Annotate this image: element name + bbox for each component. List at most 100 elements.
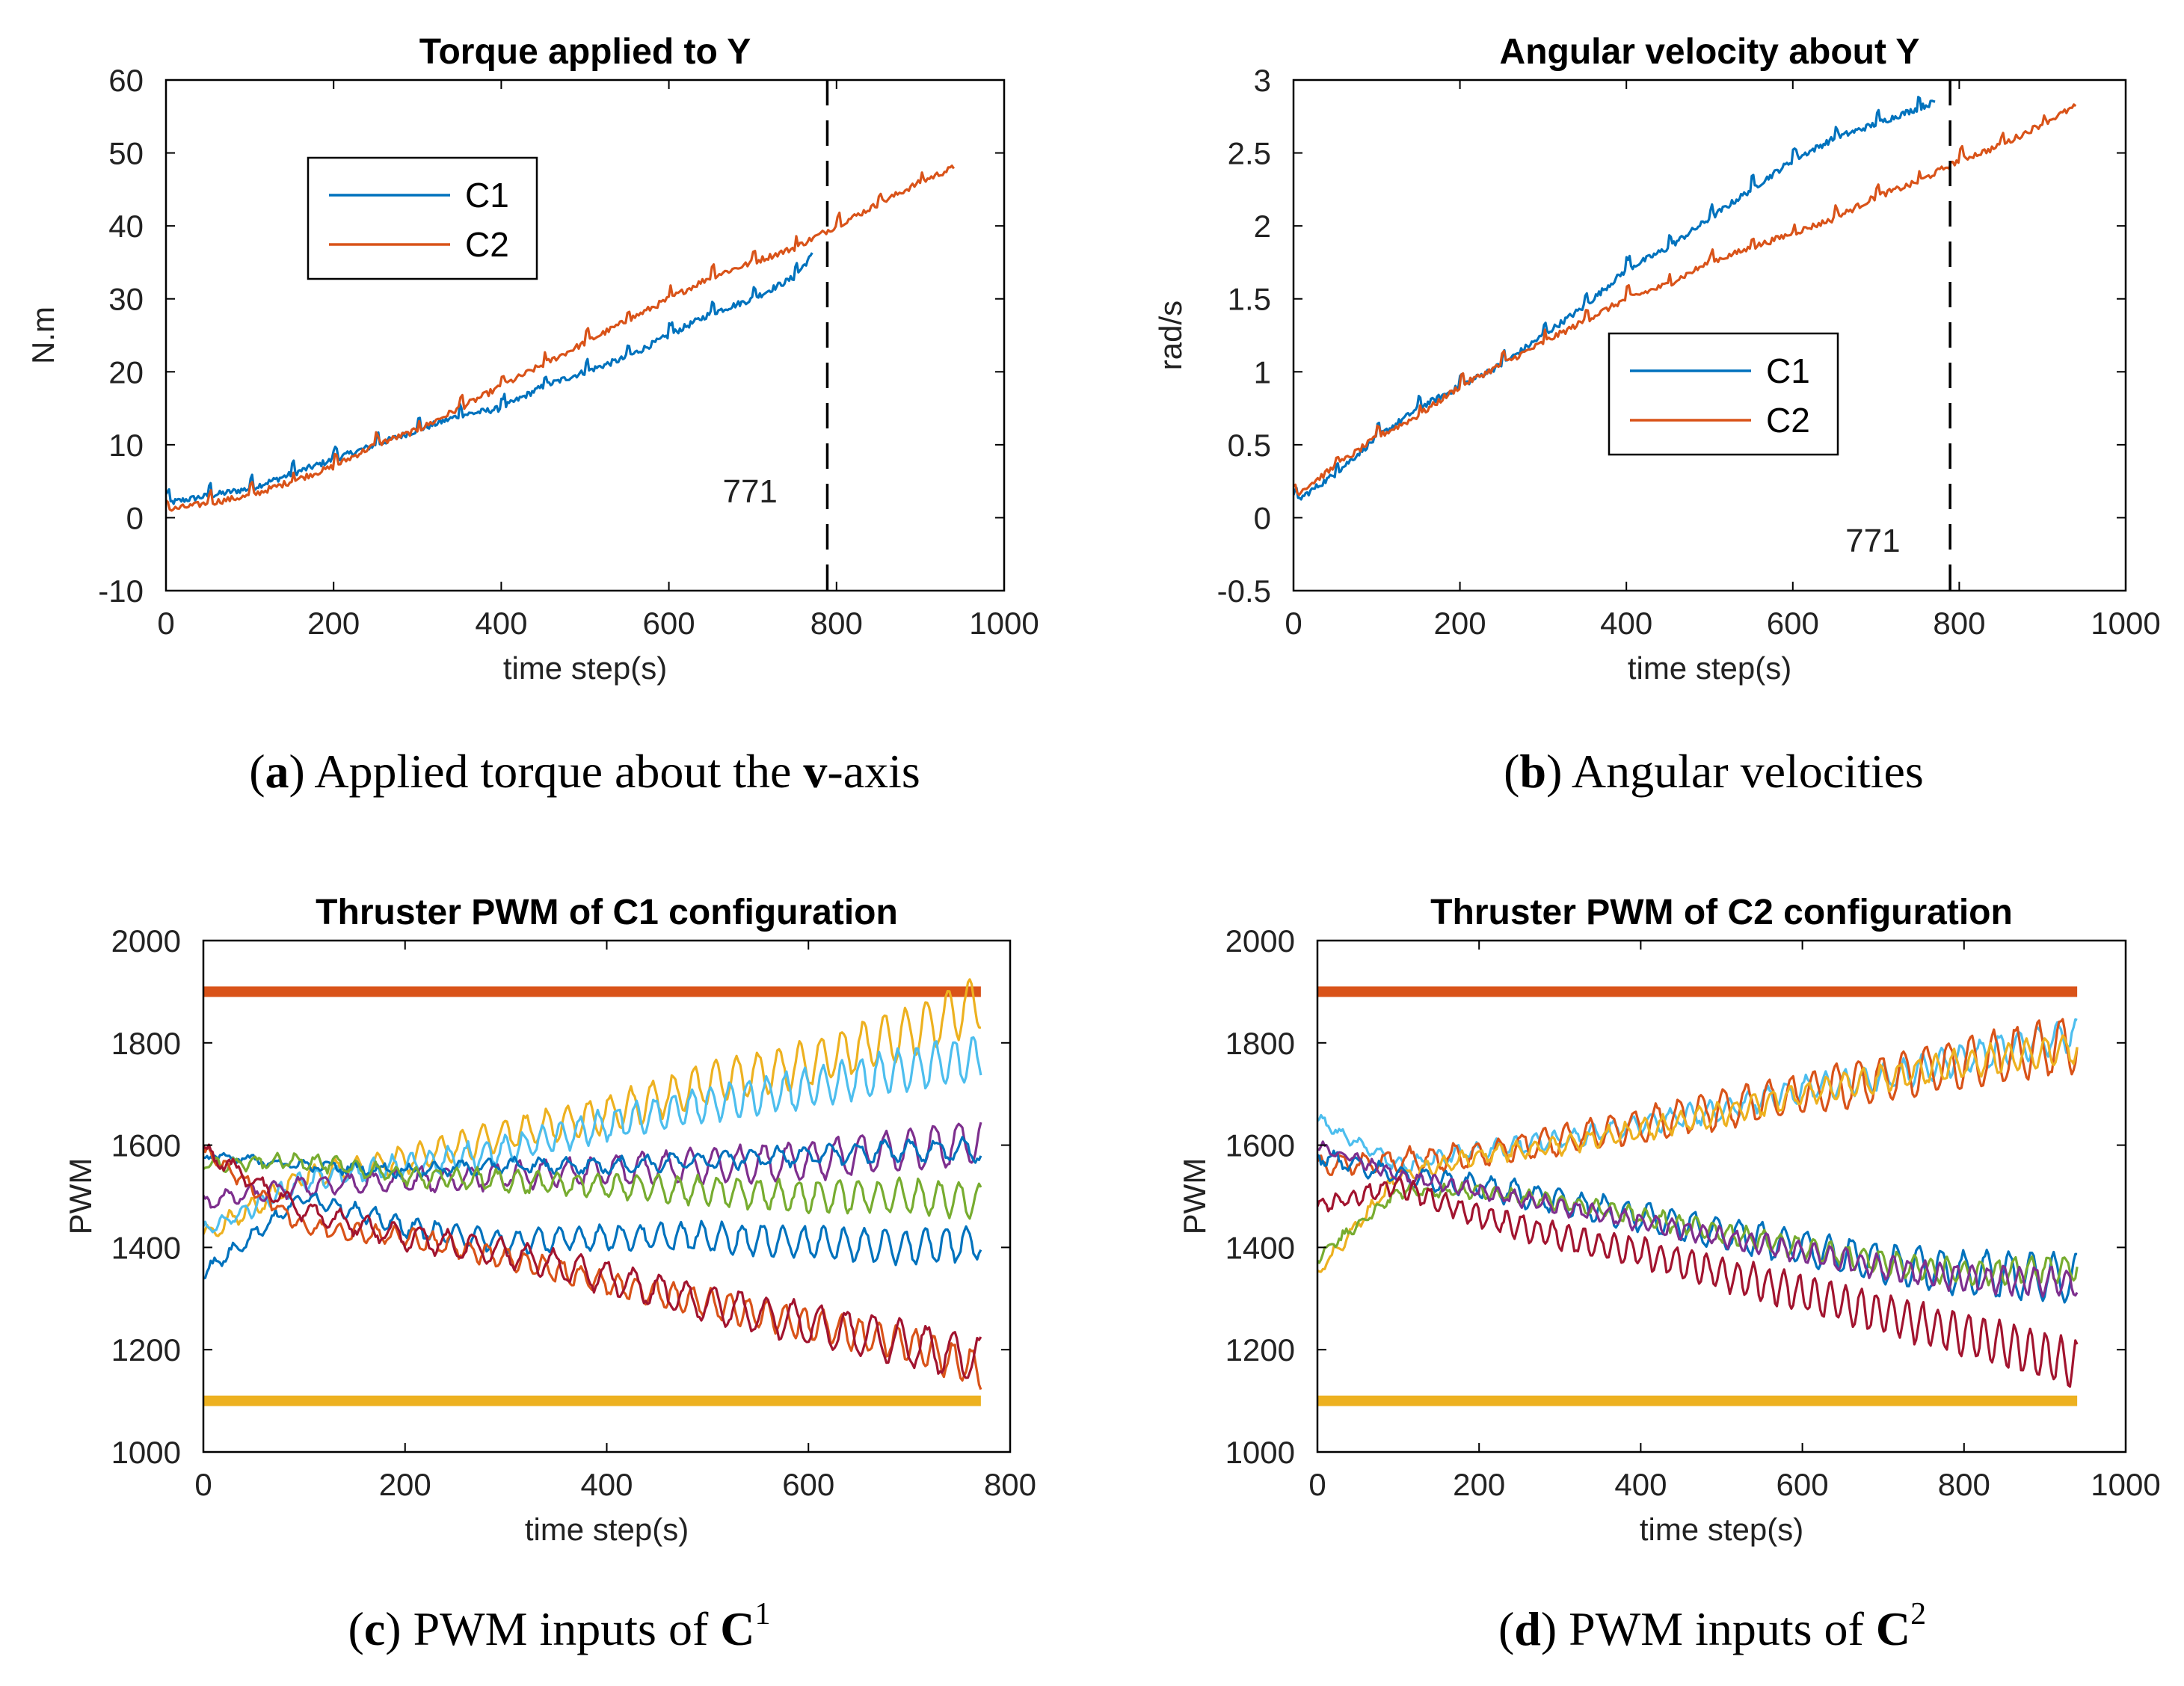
legend-box [1608,332,1839,456]
caption-text: Applied torque about the [305,745,804,798]
y-tick-label: 2000 [111,923,181,959]
chart-title: Torque applied to Y [419,32,751,72]
caption-close-paren: ) [289,745,305,798]
x-tick-label: 600 [643,606,695,641]
x-tick-label: 200 [1434,606,1486,641]
y-tick-label: 1 [1254,354,1271,390]
x-tick-label: 200 [307,606,360,641]
caption-letter: c [364,1602,385,1655]
caption-d: (d) PWM inputs of C2 [1498,1597,1926,1655]
y-tick-label: -0.5 [1217,573,1271,609]
y-tick-label: 2.5 [1228,136,1271,171]
series-line-C1 [1294,96,1936,501]
legend-box [307,156,538,280]
legend-label-C2: C2 [1766,401,1810,440]
series-line-C2 [166,164,956,512]
plot-area [1317,986,2079,1406]
x-tick-label: 1000 [969,606,1039,641]
caption-bold: v [803,745,827,798]
caption-text-after: -axis [827,745,920,798]
caption-close-paren: ) [385,1602,401,1655]
caption-letter: b [1519,745,1546,798]
y-tick-label: 0.5 [1228,428,1271,463]
chart-title: Thruster PWM of C1 configuration [316,893,898,932]
y-tick-label: 1600 [1225,1128,1295,1163]
y-tick-label: 40 [108,209,144,244]
caption-open-paren: ( [1498,1602,1514,1655]
x-tick-label: 200 [379,1467,431,1502]
x-tick-label: 800 [1938,1467,1990,1502]
y-tick-label: 1000 [111,1435,181,1470]
caption-letter: a [265,745,289,798]
caption-text: PWM inputs of [1557,1602,1876,1655]
x-axis-label: time step(s) [525,1512,689,1547]
y-tick-label: 3 [1254,63,1271,98]
x-tick-label: 400 [475,606,527,641]
y-tick-label: 1000 [1225,1435,1295,1470]
legend-label-C1: C1 [1766,351,1810,390]
x-tick-label: 200 [1453,1467,1505,1502]
plot-area [203,978,982,1406]
legend-label-C2: C2 [465,225,509,264]
plot-area [1294,96,2077,501]
x-tick-label: 600 [1767,606,1819,641]
legend-label-C1: C1 [465,176,509,215]
series-line-thruster-1 [1317,1018,2078,1173]
series-line-thruster-2 [203,1036,982,1234]
x-tick-label: 0 [1285,606,1302,641]
y-axis-label: PWM [63,1158,98,1235]
caption-bold: C [1876,1602,1910,1655]
series-line-thruster-7 [1317,1176,2079,1388]
caption-open-paren: ( [1504,745,1519,798]
series-line-thruster-6 [1317,1140,2079,1298]
x-tick-label: 400 [1614,1467,1667,1502]
series-line-thruster-8 [203,1143,982,1379]
chart-a: Torque applied to Y 0 200 400 600 800 1000 -10 0… [25,32,1039,686]
annotation-label: 771 [1845,523,1900,559]
x-tick-label: 800 [810,606,863,641]
y-tick-label: 60 [108,63,144,98]
y-tick-label: 10 [108,428,144,463]
x-axis-label: time step(s) [1640,1512,1803,1547]
series-line-thruster-3 [1317,1034,2079,1273]
x-tick-label: 0 [1308,1467,1326,1502]
x-tick-label: 400 [1600,606,1652,641]
series-line-thruster-6 [203,1192,982,1280]
x-tick-label: 600 [782,1467,834,1502]
chart-c: Thruster PWM of C1 configuration 0 200 400 6… [63,893,1036,1547]
y-tick-label: 20 [108,354,144,390]
x-tick-label: 800 [984,1467,1036,1502]
y-tick-label: 1400 [1225,1230,1295,1265]
x-tick-label: 1000 [2091,606,2160,641]
plot-frame [1316,939,2127,1453]
y-tick-label: 1400 [111,1230,181,1265]
chart-title: Thruster PWM of C2 configuration [1430,893,2013,932]
caption-superscript: 1 [754,1597,770,1631]
y-tick-label: 0 [1254,500,1271,535]
x-axis-label: time step(s) [1628,650,1791,686]
annotation-label: 771 [722,473,777,510]
series-line-C1 [166,252,813,505]
x-tick-label: 800 [1933,606,1985,641]
plot-frame [1292,79,2127,592]
caption-c: (c) PWM inputs of C1 [348,1597,771,1655]
chart-b: Angular velocity about Y0 200 400 600 800 100… [1153,32,2161,686]
y-tick-label: 1800 [111,1026,181,1061]
x-tick-label: 400 [580,1467,633,1502]
caption-b: (b) Angular velocities [1504,745,1924,798]
x-tick-label: 0 [194,1467,212,1502]
series-line-thruster-5 [203,1151,982,1220]
y-tick-label: -10 [98,573,144,609]
y-tick-label: 2 [1254,209,1271,244]
y-tick-label: 50 [108,136,144,171]
caption-text: PWM inputs of [402,1602,721,1655]
series-line-C2 [1294,103,2077,496]
x-axis-label: time step(s) [503,650,667,686]
y-tick-label: 1800 [1225,1026,1295,1061]
caption-close-paren: ) [1546,745,1562,798]
x-tick-label: 0 [157,606,174,641]
caption-a: (a) Applied torque about the v-axis [249,745,920,798]
caption-bold: C [720,1602,754,1655]
